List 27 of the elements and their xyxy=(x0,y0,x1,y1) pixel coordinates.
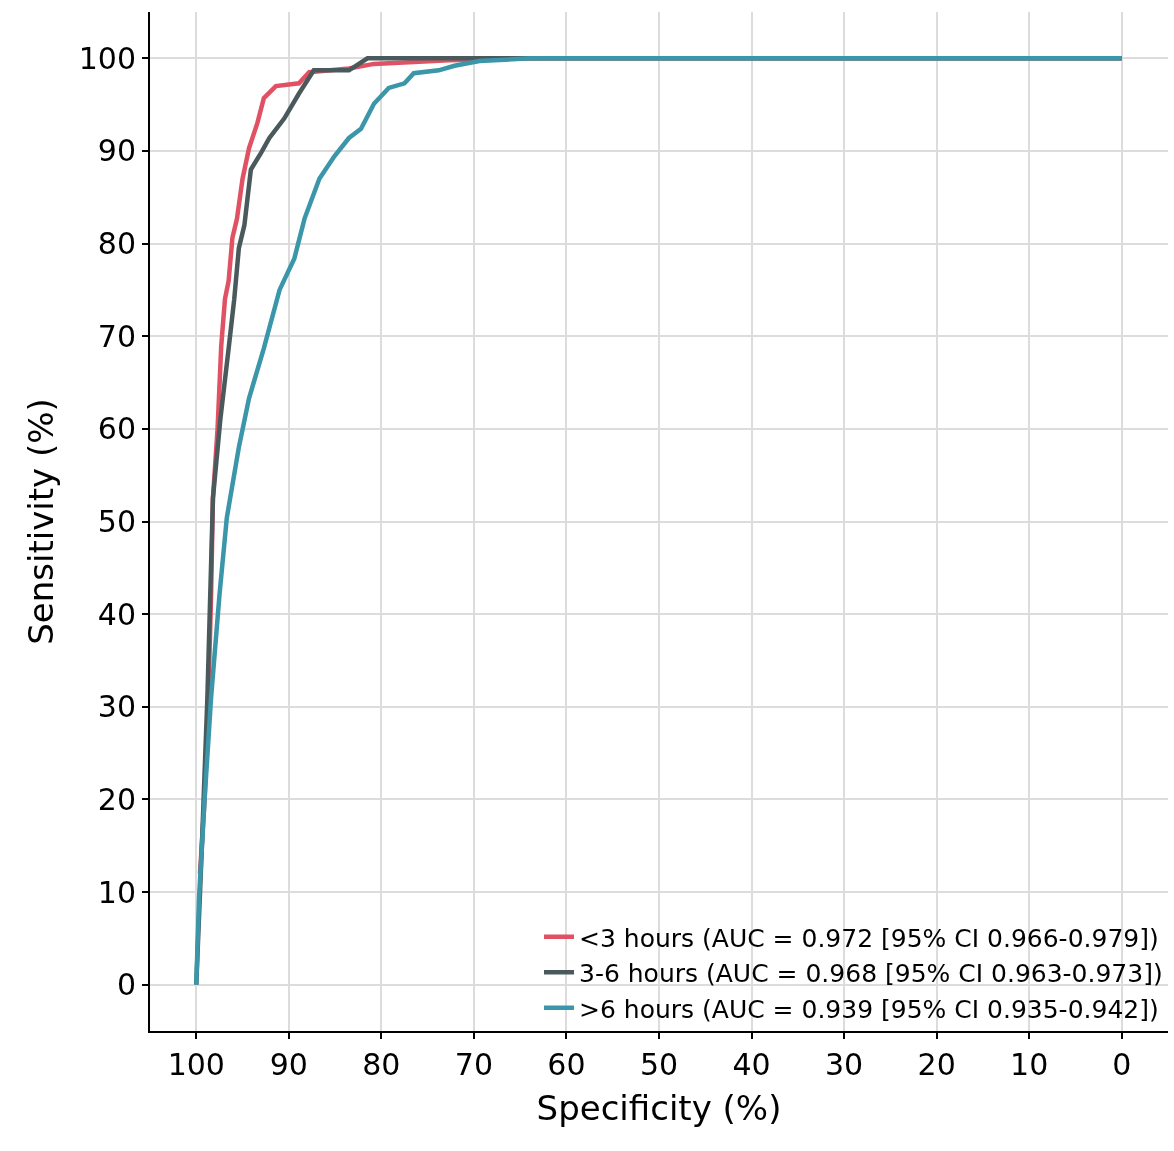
x-tick-label: 90 xyxy=(269,1047,308,1082)
y-tick-label: 10 xyxy=(97,874,136,910)
y-axis-title: Sensitivity (%) xyxy=(20,398,61,645)
x-tick-label: 100 xyxy=(167,1047,225,1082)
y-tick-label: 90 xyxy=(97,133,136,169)
x-tick-label: 20 xyxy=(917,1047,956,1082)
y-tick-label: 0 xyxy=(116,967,136,1003)
x-tick-label: 50 xyxy=(639,1047,679,1082)
legend-label: >6 hours (AUC = 0.939 [95% CI 0.935-0.942]) xyxy=(579,994,1159,1024)
legend-label: 3-6 hours (AUC = 0.968 [95% CI 0.963-0.973]) xyxy=(579,959,1163,988)
x-axis-title: Specificity (%) xyxy=(536,1087,782,1128)
y-tick-label: 70 xyxy=(97,318,136,354)
y-tick-label: 50 xyxy=(97,504,136,539)
y-tick-label: 30 xyxy=(97,689,136,725)
x-tick-label: 80 xyxy=(362,1047,401,1082)
y-tick-label: 40 xyxy=(97,596,136,632)
y-tick-label: 20 xyxy=(97,781,136,817)
x-tick-label: 40 xyxy=(732,1047,771,1082)
legend-label: <3 hours (AUC = 0.972 [95% CI 0.966-0.979]) xyxy=(579,923,1159,953)
y-tick-label: 60 xyxy=(97,411,136,447)
x-tick-label: 60 xyxy=(547,1047,586,1082)
x-tick-label: 10 xyxy=(1010,1047,1049,1082)
x-tick-label: 30 xyxy=(825,1047,864,1082)
x-tick-label: 0 xyxy=(1112,1047,1132,1082)
x-tick-label: 70 xyxy=(454,1047,493,1082)
y-tick-label: 80 xyxy=(97,226,136,262)
y-tick-label: 100 xyxy=(78,40,136,76)
